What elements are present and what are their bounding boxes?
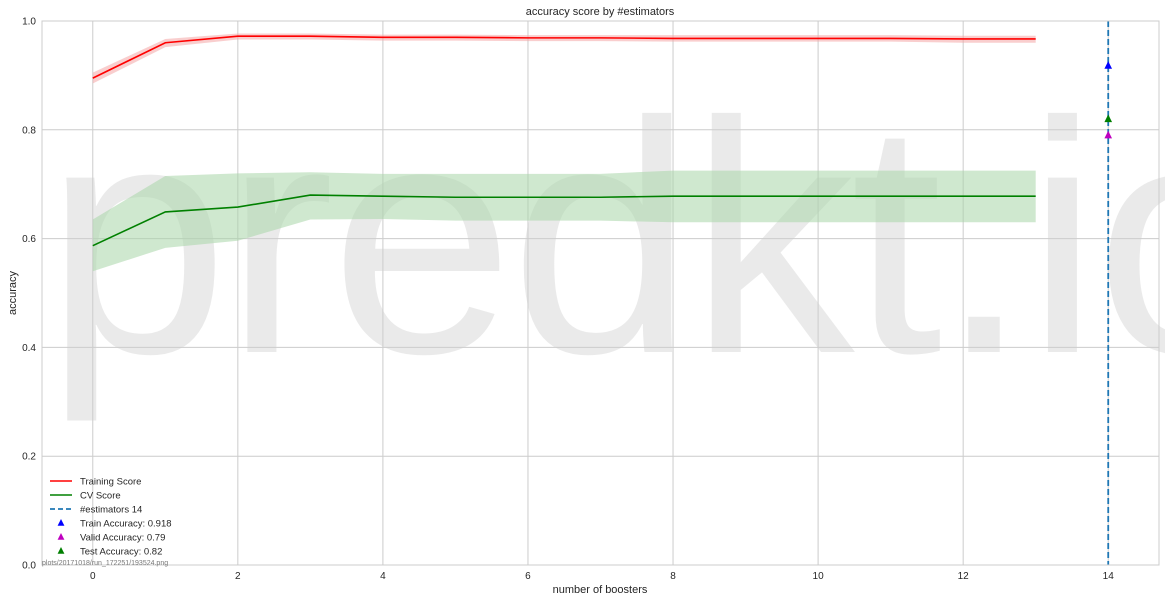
y-axis-label: accuracy [7, 270, 19, 315]
x-axis-label: number of boosters [553, 584, 648, 596]
x-tick-label: 4 [380, 571, 386, 582]
legend-label: Train Accuracy: 0.918 [80, 519, 172, 530]
y-tick-label: 0.8 [22, 125, 36, 136]
legend-marker-swatch [57, 519, 65, 526]
accuracy-marker [1104, 130, 1113, 139]
y-tick-label: 0.0 [22, 561, 36, 572]
x-tick-label: 8 [670, 571, 676, 582]
legend-label: #estimators 14 [80, 505, 142, 516]
y-tick-label: 0.4 [22, 343, 36, 354]
legend-marker-swatch [57, 533, 65, 540]
x-tick-label: 0 [90, 571, 96, 582]
series-line [92, 194, 1036, 247]
x-tick-label: 2 [235, 571, 241, 582]
x-tick-label: 14 [1103, 571, 1115, 582]
legend-label: CV Score [80, 491, 121, 502]
legend-label: Valid Accuracy: 0.79 [80, 533, 165, 544]
y-tick-label: 1.0 [22, 17, 36, 28]
legend-marker-swatch [57, 547, 65, 554]
accuracy-marker [1104, 61, 1113, 69]
x-tick-label: 6 [525, 571, 531, 582]
accuracy-marker [1104, 114, 1113, 123]
x-tick-label: 10 [813, 571, 825, 582]
plot-area [42, 21, 1159, 565]
file-path-footnote: plots/20171018/run_172251/193524.png [42, 560, 168, 567]
plot-frame [41, 20, 1160, 566]
x-tick-label: 12 [958, 571, 970, 582]
series-line [92, 35, 1036, 79]
chart-title: accuracy score by #estimators [526, 6, 675, 18]
legend-label: Test Accuracy: 0.82 [80, 547, 162, 558]
legend-label: Training Score [80, 477, 141, 488]
y-tick-label: 0.2 [22, 452, 36, 463]
y-tick-label: 0.6 [22, 234, 36, 245]
